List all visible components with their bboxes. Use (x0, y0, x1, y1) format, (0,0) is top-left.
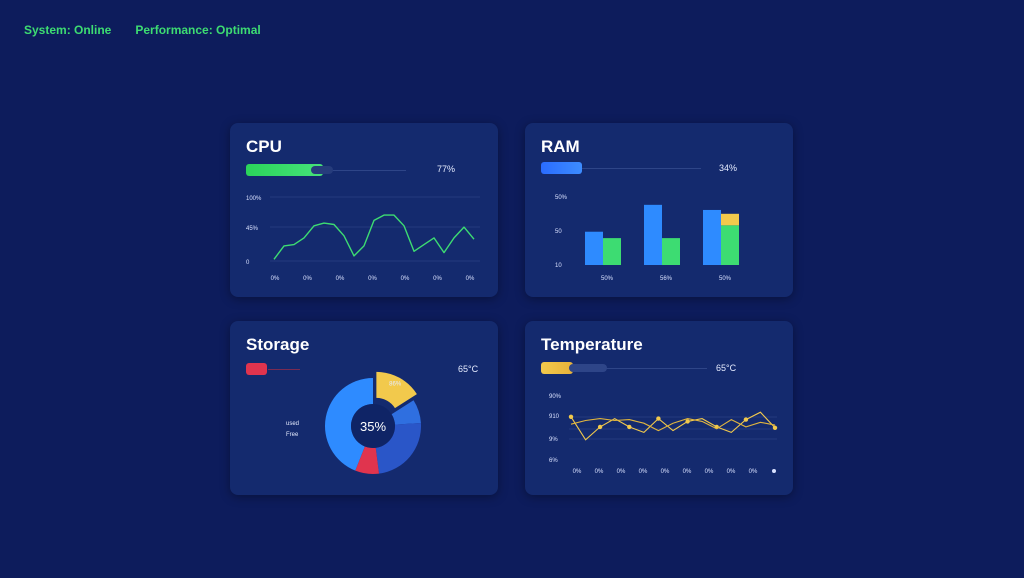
ram-bar-chart: 50% 50 10 50% 56% 50% (555, 195, 739, 282)
cpu-y-tick-label: 100% (246, 196, 262, 202)
temperature-data-point (772, 425, 778, 430)
ram-card[interactable]: RAM 34% 50% 50 10 50% 56% 50% (525, 123, 793, 297)
storage-legend-item: Free (286, 432, 299, 438)
storage-donut-slice (355, 446, 380, 474)
temperature-x-tick-label: 0% (705, 469, 714, 475)
temperature-x-tick-label: 0% (727, 469, 736, 475)
ram-bar-stack-top (721, 213, 739, 226)
temperature-x-tick-label: 0% (617, 469, 626, 475)
temperature-data-point (597, 424, 603, 430)
storage-donut-hole (351, 404, 395, 448)
ram-title: RAM (541, 137, 580, 156)
temperature-x-tick-label: 0% (573, 469, 582, 475)
temperature-title: Temperature (541, 335, 643, 354)
temperature-progress-bar (541, 362, 707, 374)
storage-title: Storage (246, 335, 310, 354)
ram-bar (603, 238, 621, 265)
temperature-data-point (568, 414, 574, 419)
temperature-progress-cap (569, 364, 607, 372)
temperature-y-tick-label: 90% (549, 394, 562, 400)
system-status: System: Online (24, 23, 112, 37)
ram-y-tick-label: 50 (555, 229, 562, 235)
storage-card[interactable]: Storage 65°C 86% 35% used Free (230, 321, 498, 495)
temperature-x-tick-label: 0% (661, 469, 670, 475)
ram-y-tick-label: 50% (555, 195, 568, 201)
temperature-x-tick-label: 0% (595, 469, 604, 475)
temperature-y-tick-label: 910 (549, 414, 560, 420)
temperature-end-marker (772, 469, 776, 473)
temperature-y-tick-label: 6% (549, 458, 558, 464)
cpu-y-tick-label: 45% (246, 226, 259, 232)
cpu-y-tick-label: 0 (246, 260, 250, 266)
cpu-value: 77% (437, 164, 456, 174)
ram-bar (585, 231, 603, 265)
temperature-value: 65°C (716, 363, 737, 373)
ram-bar (662, 238, 680, 265)
storage-donut-chart: 86% 35% used Free (286, 371, 422, 474)
temperature-data-point (685, 419, 690, 424)
storage-value: 65°C (458, 364, 479, 374)
temperature-progress-fill (541, 362, 573, 374)
storage-donut-slice (391, 400, 421, 425)
cpu-progress-cap (311, 166, 333, 174)
ram-progress-fill (541, 162, 582, 174)
storage-donut-slice (324, 378, 373, 471)
temperature-data-point (627, 424, 632, 430)
storage-slice-label: 86% (389, 382, 402, 388)
storage-progress-bar (246, 363, 306, 375)
temperature-data-point (743, 417, 749, 422)
cpu-progress-bar (246, 164, 406, 176)
cpu-x-tick-label: 0% (336, 276, 345, 282)
temperature-series-line (570, 418, 776, 432)
storage-donut-slice (376, 371, 417, 409)
temperature-y-tick-label: 9% (549, 437, 558, 443)
temperature-data-point (656, 416, 661, 421)
cpu-x-tick-label: 0% (433, 276, 442, 282)
performance-status: Performance: Optimal (135, 23, 261, 37)
cpu-series-line (273, 214, 475, 260)
temperature-card[interactable]: Temperature 65°C 90% 910 9% 6% 0% 0% 0% 0% 0% 0% 0… (525, 321, 793, 495)
temperature-line-chart: 90% 910 9% 6% 0% 0% 0% 0% 0% 0% 0% 0% 0% (549, 394, 778, 475)
cpu-x-tick-label: 0% (303, 276, 312, 282)
cpu-progress-fill (246, 164, 323, 176)
storage-center-label: 35% (360, 419, 386, 434)
cpu-x-tick-label: 0% (271, 276, 280, 282)
cpu-line-chart: 100% 45% 0 0% 0% 0% 0% 0% 0% 0% (246, 196, 480, 282)
ram-bar (721, 225, 739, 265)
storage-donut-slice (375, 422, 422, 474)
cpu-x-tick-label: 0% (368, 276, 377, 282)
ram-bar (703, 209, 721, 265)
temperature-x-tick-label: 0% (639, 469, 648, 475)
ram-y-tick-label: 10 (555, 263, 562, 269)
cpu-card[interactable]: CPU 77% 100% 45% 0 0% 0% 0% 0% 0% 0% 0% (230, 123, 498, 297)
storage-progress-fill (246, 363, 267, 375)
cpu-x-tick-label: 0% (401, 276, 410, 282)
cpu-title: CPU (246, 137, 282, 156)
status-bar: System: Online Performance: Optimal (24, 23, 261, 37)
ram-x-tick-label: 50% (601, 276, 614, 282)
storage-legend-item: used (286, 421, 299, 427)
cpu-x-tick-label: 0% (466, 276, 475, 282)
ram-x-tick-label: 50% (719, 276, 732, 282)
ram-progress-bar (541, 162, 701, 174)
temperature-x-tick-label: 0% (683, 469, 692, 475)
ram-bar (644, 204, 662, 265)
ram-x-tick-label: 56% (660, 276, 673, 282)
ram-value: 34% (719, 163, 738, 173)
temperature-x-tick-label: 0% (749, 469, 758, 475)
